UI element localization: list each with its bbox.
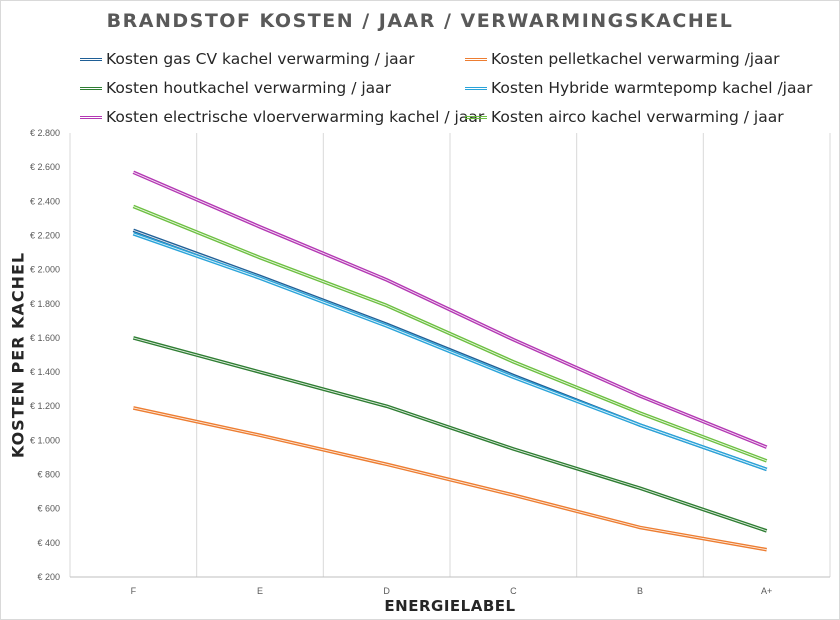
x-tick-label: E <box>257 586 263 596</box>
legend-item-hout: Kosten houtkachel verwarming / jaar <box>80 79 391 97</box>
y-tick-label: € 600 <box>37 504 60 514</box>
legend-item-pellet: Kosten pelletkachel verwarming /jaar <box>465 50 779 68</box>
y-tick-label: € 2.600 <box>30 162 60 172</box>
x-tick-label: C <box>510 586 517 596</box>
y-tick-label: € 1.800 <box>30 299 60 309</box>
chart-title: BRANDSTOF KOSTEN / JAAR / VERWARMINGSKAC… <box>106 10 734 32</box>
legend-item-hybride: Kosten Hybride warmtepomp kachel /jaar <box>465 79 812 97</box>
legend-swatch-vloer <box>80 115 102 119</box>
legend-swatch-hout <box>80 86 102 90</box>
legend-swatch-gas-cv <box>80 57 102 61</box>
legend-item-vloer: Kosten electrische vloerverwarming kache… <box>80 108 484 126</box>
series-line-highlight <box>133 206 767 462</box>
y-tick-label: € 1.000 <box>30 435 60 445</box>
legend-item-airco: Kosten airco kachel verwarming / jaar <box>465 108 784 126</box>
legend-label-vloer: Kosten electrische vloerverwarming kache… <box>106 108 485 126</box>
x-tick-label: D <box>383 586 390 596</box>
y-tick-label: € 2.800 <box>30 128 60 138</box>
series-line-highlight <box>133 407 767 551</box>
legend-label-hout: Kosten houtkachel verwarming / jaar <box>106 79 392 97</box>
legend-swatch-hybride <box>465 86 487 90</box>
legend-label-airco: Kosten airco kachel verwarming / jaar <box>491 108 784 126</box>
legend-swatch-pellet <box>465 57 487 61</box>
x-tick-label: B <box>637 586 643 596</box>
y-tick-label: € 200 <box>37 572 60 582</box>
y-tick-label: € 2.000 <box>30 265 60 275</box>
y-tick-label: € 800 <box>37 470 60 480</box>
y-tick-label: € 2.400 <box>30 196 60 206</box>
legend-label-hybride: Kosten Hybride warmtepomp kachel /jaar <box>491 79 813 97</box>
legend-label-gas-cv: Kosten gas CV kachel verwarming / jaar <box>106 50 415 68</box>
x-tick-label: F <box>131 586 137 596</box>
y-tick-label: € 1.200 <box>30 401 60 411</box>
y-tick-label: € 1.400 <box>30 367 60 377</box>
x-tick-label: A+ <box>761 586 772 596</box>
y-tick-label: € 2.200 <box>30 230 60 240</box>
series-line-highlight <box>133 337 767 532</box>
legend-label-pellet: Kosten pelletkachel verwarming /jaar <box>491 50 780 68</box>
series-line-highlight <box>133 171 767 448</box>
legend-swatch-airco <box>465 115 487 119</box>
series-line-highlight <box>133 233 767 470</box>
x-axis-label: ENERGIELABEL <box>384 597 516 615</box>
legend-item-gas-cv: Kosten gas CV kachel verwarming / jaar <box>80 50 415 68</box>
y-tick-label: € 400 <box>37 538 60 548</box>
y-tick-label: € 1.600 <box>30 333 60 343</box>
